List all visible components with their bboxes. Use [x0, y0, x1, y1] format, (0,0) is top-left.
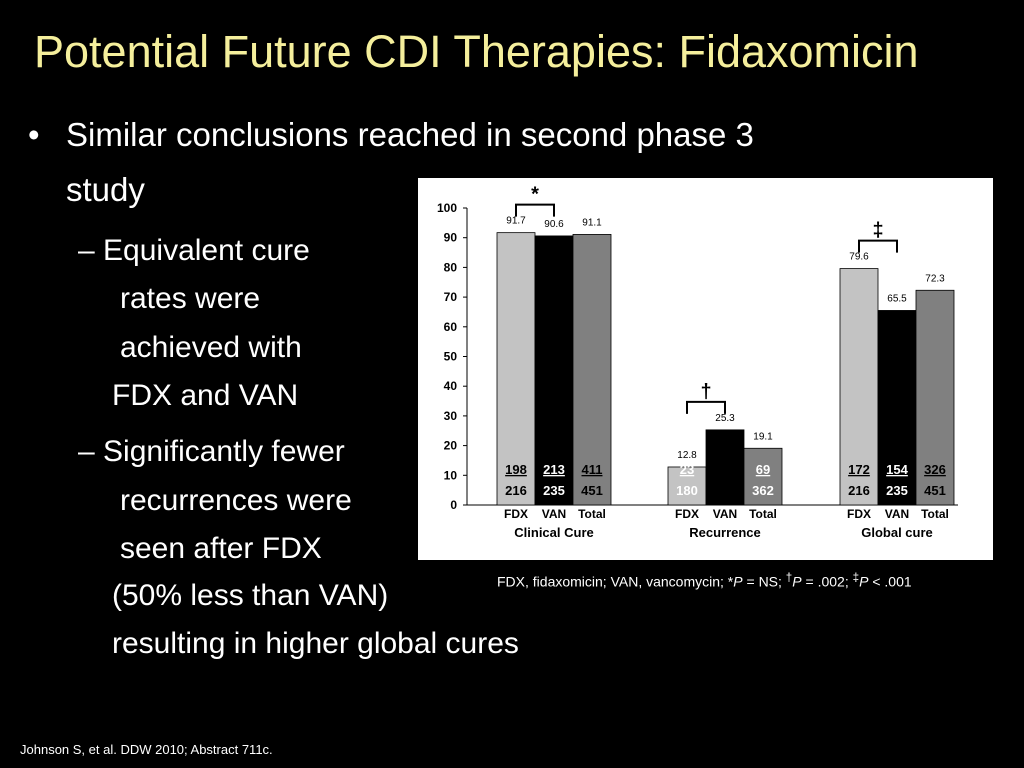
count-denominator: 362	[752, 483, 774, 498]
bullet-line-2: study	[66, 171, 145, 208]
count-numerator: 198	[505, 462, 527, 477]
count-numerator: 154	[886, 462, 908, 477]
y-tick-label: 100	[437, 201, 457, 215]
footnote-p-002: = .002;	[801, 573, 853, 590]
bar	[915, 289, 955, 506]
bullet-marker: •	[28, 116, 40, 153]
y-tick-label: 80	[444, 260, 458, 274]
y-tick-label: 90	[444, 231, 458, 245]
sub-bullet-1-line-2: rates were	[120, 282, 261, 315]
group-label: Clinical Cure	[514, 525, 593, 540]
bar-category-label: FDX	[675, 507, 699, 521]
footnote-ns: = NS;	[742, 573, 786, 590]
bar-value-label: 91.1	[582, 217, 602, 228]
count-denominator: 235	[543, 483, 565, 498]
group-label: Global cure	[861, 525, 933, 540]
bar	[877, 310, 917, 506]
bar-category-label: VAN	[885, 507, 909, 521]
slide-title: Potential Future CDI Therapies: Fidaxomi…	[34, 26, 919, 77]
significance-bracket	[515, 203, 555, 217]
bar	[496, 232, 536, 506]
bar-chart: 0 10 20 30 40 50 60 70 80 90 100 91.7 198 216 FDX 90.6 2…	[418, 178, 993, 560]
bar	[534, 235, 574, 506]
count-denominator: 216	[505, 483, 527, 498]
sub-bullet-2-line-4: (50% less than VAN)	[112, 579, 389, 612]
sub-bullet-2-line-5: resulting in higher global cures	[112, 627, 519, 660]
bar-value-label: 19.1	[753, 431, 773, 442]
bullet-line-1: Similar conclusions reached in second ph…	[66, 116, 754, 153]
significance-marker: †	[700, 381, 711, 403]
footnote-p-001: < .001	[868, 573, 912, 590]
significance-bracket	[858, 239, 898, 253]
bar-category-label: Total	[921, 507, 949, 521]
citation: Johnson S, et al. DDW 2010; Abstract 711…	[20, 742, 273, 757]
sub-bullet-2-line-1: – Significantly fewer	[78, 435, 345, 468]
y-tick-label: 40	[444, 379, 458, 393]
y-tick-label: 60	[444, 320, 458, 334]
bar-category-label: Total	[578, 507, 606, 521]
count-denominator: 451	[924, 483, 946, 498]
count-numerator: 213	[543, 462, 565, 477]
bar-category-label: FDX	[504, 507, 528, 521]
y-tick-label: 30	[444, 409, 458, 423]
bar-value-label: 25.3	[715, 413, 735, 424]
count-numerator: 69	[756, 462, 770, 477]
count-numerator: 411	[582, 462, 603, 477]
footnote-p: P	[733, 573, 743, 590]
bar-category-label: VAN	[713, 507, 737, 521]
bar	[839, 268, 879, 506]
y-tick-label: 50	[444, 350, 458, 364]
footnote-prefix: FDX, fidaxomicin; VAN, vancomycin; *	[497, 573, 734, 590]
count-denominator: 235	[886, 483, 908, 498]
count-denominator: 180	[676, 483, 698, 498]
y-tick-label: 0	[450, 498, 457, 512]
footnote-dagger: †	[785, 571, 793, 584]
y-tick-label: 20	[444, 439, 458, 453]
count-denominator: 451	[581, 483, 603, 498]
bar-value-label: 65.5	[887, 293, 907, 304]
bar-value-label: 79.6	[849, 252, 869, 263]
footnote: FDX, fidaxomicin; VAN, vancomycin; *P = …	[497, 571, 912, 590]
count-numerator: 172	[848, 462, 870, 477]
y-tick-label: 70	[444, 290, 458, 304]
significance-marker: ‡	[872, 220, 883, 242]
count-numerator: 23	[680, 462, 694, 477]
significance-bracket	[686, 400, 726, 414]
count-denominator: 216	[848, 483, 870, 498]
bar-value-label: 72.3	[925, 273, 945, 284]
footnote-p-2: P	[792, 573, 802, 590]
footnote-p-3: P	[859, 573, 869, 590]
bar-value-label: 90.6	[544, 219, 564, 230]
y-tick-label: 10	[444, 468, 458, 482]
count-numerator: 326	[924, 462, 946, 477]
significance-marker: *	[531, 184, 539, 206]
sub-bullet-1-line-4: FDX and VAN	[112, 379, 299, 412]
bar-category-label: Total	[749, 507, 777, 521]
group-label: Recurrence	[689, 525, 761, 540]
sub-bullet-1-line-3: achieved with	[120, 331, 302, 364]
sub-bullet-2-line-3: seen after FDX	[120, 532, 322, 565]
bar	[705, 429, 745, 506]
bar-chart-svg: 0 10 20 30 40 50 60 70 80 90 100 91.7 198 216 FDX 90.6 2…	[437, 184, 958, 540]
bar-value-label: 91.7	[506, 216, 526, 227]
sub-bullet-1-line-1: – Equivalent cure	[78, 234, 310, 267]
bar	[572, 234, 612, 506]
bar	[743, 447, 783, 506]
bar-value-label: 12.8	[677, 450, 697, 461]
footnote-double-dagger: ‡	[852, 571, 860, 584]
sub-bullet-2-line-2: recurrences were	[120, 484, 352, 517]
bar-category-label: VAN	[542, 507, 566, 521]
bar-category-label: FDX	[847, 507, 871, 521]
